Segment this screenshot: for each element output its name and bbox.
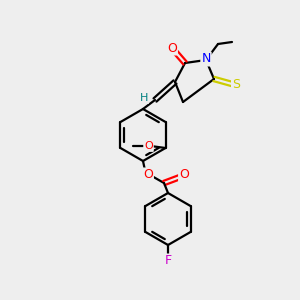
Text: H: H: [140, 93, 148, 103]
Text: O: O: [167, 41, 177, 55]
Text: O: O: [179, 169, 189, 182]
Text: O: O: [143, 169, 153, 182]
Text: N: N: [201, 52, 211, 65]
Text: F: F: [164, 254, 172, 268]
Text: S: S: [232, 77, 240, 91]
Text: O: O: [144, 141, 153, 151]
